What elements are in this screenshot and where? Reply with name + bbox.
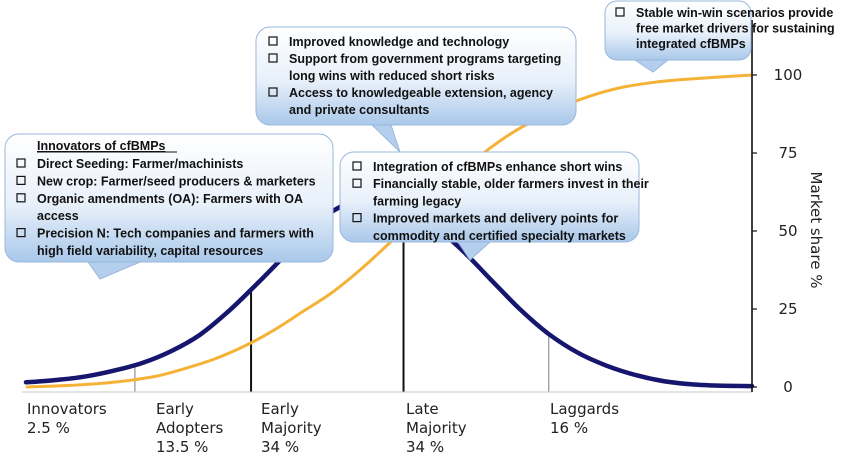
- callout-2: Stable win-win scenarios provide free mar…: [604, 0, 856, 73]
- callout-3: Innovators of cfBMPs Direct Seeding: Farm…: [4, 133, 544, 280]
- y-tick-label: 100: [774, 66, 803, 84]
- callout-item-line: Support from government programs targeti…: [289, 52, 561, 66]
- callout-item-line: integrated cfBMPs: [636, 37, 746, 51]
- callout-item-line: Improved markets and delivery points for: [373, 212, 618, 226]
- callout-box: [255, 26, 577, 126]
- bullet-checkbox-icon: [268, 53, 278, 63]
- callout-item-line: Improved knowledge and technology: [289, 35, 509, 49]
- y-tick-label: 50: [778, 222, 797, 240]
- callout-box: [604, 0, 752, 61]
- bullet-checkbox-icon: [268, 36, 278, 46]
- callout-item-line: Direct Seeding: Farmer/machinists: [37, 157, 243, 171]
- callout-item-line: long wins with reduced short risks: [289, 69, 495, 83]
- market-share-curve: [25, 73, 753, 389]
- callout-4: Integration of cfBMPs enhance short wins…: [339, 151, 856, 261]
- y-tick-label: 0: [783, 378, 793, 396]
- callout-item-line: Access to knowledgeable extension, agenc…: [289, 86, 553, 100]
- callout-item: Stable win-win scenarios provide free ma…: [636, 0, 856, 14]
- callout-item-line: and private consultants: [289, 103, 429, 117]
- callout-item-line: commodity and certified specialty market…: [373, 229, 626, 243]
- category-label-innovators: Innovators 2.5 %: [27, 400, 107, 437]
- bullet-checkbox-icon: [352, 161, 362, 171]
- callout-item-line: access: [37, 209, 79, 223]
- bullet-checkbox-icon: [268, 87, 278, 97]
- callout-item-line: New crop: Farmer/seed producers & market…: [37, 174, 316, 188]
- callout-item-line: Stable win-win scenarios provide: [636, 6, 833, 20]
- callout-pointer: [87, 261, 141, 280]
- callout-layer: Improved knowledge and technology Support…: [4, 0, 856, 280]
- bullet-checkbox-icon: [352, 213, 362, 223]
- bullet-checkbox-icon: [16, 193, 26, 203]
- callout-item-line: Financially stable, older farmers invest…: [373, 177, 649, 191]
- callout-item-line: Integration of cfBMPs enhance short wins: [373, 160, 622, 174]
- category-label-late-majority: Late Majority 34 %: [406, 400, 467, 456]
- callout-item-line: farming legacy: [373, 194, 461, 208]
- callout-item: Precision N: Tech companies and farmers …: [37, 133, 544, 147]
- callout-item-line: Precision N: Tech companies and farmers …: [37, 227, 314, 241]
- category-label-early-adopters: Early Adopters 13.5 %: [156, 400, 223, 456]
- category-label-laggards: Laggards 16 %: [550, 400, 619, 437]
- bullet-checkbox-icon: [16, 175, 26, 185]
- callout-item-line: Organic amendments (OA): Farmers with OA: [37, 192, 303, 206]
- bullet-checkbox-icon: [16, 158, 26, 168]
- y-tick-label: 25: [778, 300, 797, 318]
- callout-item: Improved markets and delivery points for…: [373, 151, 856, 165]
- y-axis-title: Market share %: [807, 172, 825, 289]
- bullet-checkbox-icon: [352, 178, 362, 188]
- callout-item-line: free market drivers for sustaining: [636, 22, 835, 36]
- category-label-early-majority: Early Majority 34 %: [261, 400, 322, 456]
- callout-item-line: high field variability, capital resource…: [37, 244, 263, 258]
- bullet-checkbox-icon: [615, 7, 625, 17]
- callout-box: [339, 151, 640, 243]
- bullet-checkbox-icon: [16, 228, 26, 238]
- callout-pointer: [633, 59, 670, 73]
- y-tick-label: 75: [778, 144, 797, 162]
- callout-1: Improved knowledge and technology Support…: [255, 26, 577, 153]
- callout-heading: Innovators of cfBMPs: [37, 139, 166, 153]
- plot-layer: 0 25 50 75 100 Market share % Innovators 2.5 % E…: [22, 20, 825, 456]
- callout-box: [4, 133, 334, 263]
